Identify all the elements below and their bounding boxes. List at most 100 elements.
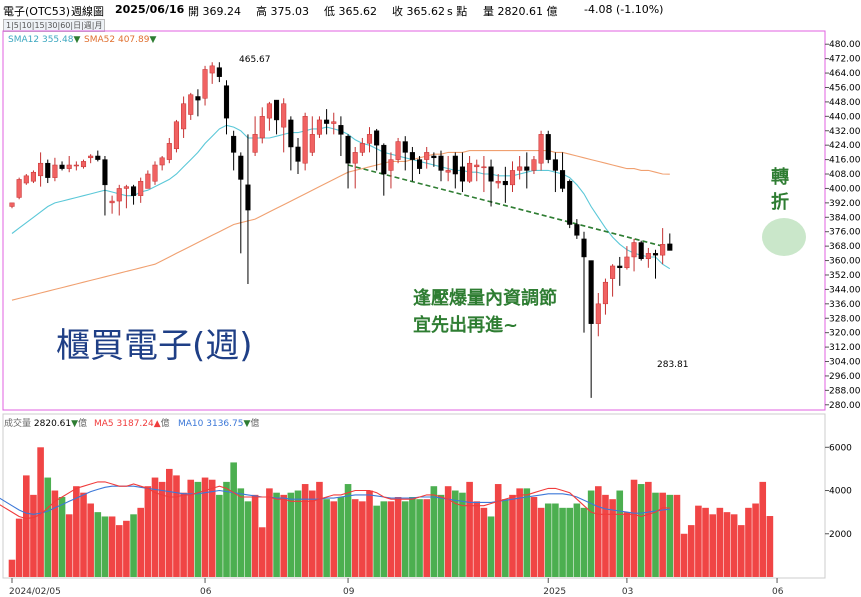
candle-body [509, 170, 516, 186]
volume-bar [695, 505, 702, 577]
candle-body [9, 202, 15, 207]
candle-body [209, 65, 215, 74]
volume-bar [616, 490, 624, 577]
price-tick-label: 280.00 [829, 401, 861, 411]
open-label: 開 369.24 [188, 5, 241, 18]
x-tick-label: 2024/02/05 [9, 587, 61, 597]
volume-ma10-line [0, 485, 670, 515]
volume-bar [523, 488, 531, 577]
candle-body [80, 161, 87, 168]
volume-bar [301, 484, 309, 577]
volume-bar [151, 477, 159, 577]
volume-bar [580, 507, 588, 577]
volume-bar [44, 477, 52, 577]
price-tick-label: 360.00 [829, 257, 861, 267]
price-tick-label: 312.00 [829, 343, 861, 353]
volume-bar [466, 481, 473, 577]
candle-body [281, 103, 287, 128]
volume-tick-label: 2000 [829, 530, 852, 540]
volume-bar [337, 497, 345, 577]
candle-body [495, 180, 501, 184]
volume-bar [316, 481, 323, 577]
candle-body [502, 180, 508, 186]
volume-bar [595, 486, 602, 577]
candle-body [95, 155, 101, 160]
volume-bar [216, 494, 223, 577]
volume-bar [251, 494, 259, 577]
price-tick-label: 416.00 [829, 156, 861, 166]
volume-bar [559, 507, 566, 577]
volume-bar [394, 497, 402, 577]
volume-bar [494, 484, 502, 577]
candle-body [552, 159, 558, 171]
volume-bar [273, 492, 280, 577]
volume-bar [637, 484, 645, 577]
price-tick-label: 400.00 [829, 184, 861, 194]
sma12-legend: SMA12 355.48▼ [8, 35, 80, 45]
volume-bar [566, 507, 573, 577]
candle-body [624, 256, 630, 269]
candle-body [366, 134, 373, 144]
close-label: 收 365.62 [392, 5, 445, 18]
volume-bar [373, 505, 380, 577]
candle-body [588, 260, 594, 324]
candle-body [288, 119, 294, 148]
candle-body [266, 103, 272, 119]
volume-bar [359, 501, 366, 577]
volume-bar [759, 481, 767, 577]
volume-bar [65, 514, 73, 577]
volume-bar [115, 525, 123, 577]
volume-bar [287, 492, 295, 577]
candle-body [560, 170, 566, 189]
volume-bar [166, 468, 173, 577]
volume-bar [552, 503, 559, 577]
volume-bar [409, 497, 416, 577]
candle-body [345, 135, 351, 164]
x-tick-label: 03 [622, 587, 633, 597]
volume-bar [330, 501, 338, 577]
volume-bar [401, 501, 409, 577]
candle-body [352, 152, 358, 164]
price-tick-label: 448.00 [829, 98, 861, 108]
x-tick-label: 06 [200, 587, 212, 597]
volume-bar [652, 492, 659, 577]
volume-bar [223, 481, 230, 577]
price-tick-label: 480.00 [829, 40, 861, 50]
candle-body [645, 253, 651, 260]
price-tick-label: 376.00 [829, 228, 861, 238]
x-tick-label: 09 [343, 587, 355, 597]
volume-bar [530, 497, 538, 577]
volume-bar [437, 494, 445, 577]
volume-bar [380, 501, 388, 577]
volume-bar [344, 484, 352, 577]
price-tick-label: 368.00 [829, 242, 861, 252]
candle-body [602, 281, 609, 305]
volume-bar [602, 494, 609, 577]
volume-bar [766, 516, 774, 577]
volume-bar [680, 533, 688, 577]
volume-bar [716, 507, 724, 577]
candle-body [652, 253, 659, 256]
downtrend-line [347, 164, 663, 247]
volume-bar [201, 477, 209, 577]
candle-body [324, 119, 330, 124]
volume-bar [30, 494, 37, 577]
volume-tick-label: 6000 [829, 443, 852, 453]
candle-body [274, 99, 280, 121]
candle-body [431, 155, 437, 159]
volume-bar [15, 518, 23, 577]
volume-bar [537, 507, 545, 577]
turn-label-2: 折 [771, 191, 789, 213]
price-tick-label: 472.00 [829, 55, 861, 65]
volume-bar [123, 520, 130, 577]
candle-body [16, 179, 22, 198]
volume-bar [509, 494, 516, 577]
volume-axis: 6000 4000 2000 [825, 443, 852, 540]
volume-bar [101, 516, 109, 577]
volume-bar [8, 559, 16, 577]
volume-bar [108, 516, 116, 577]
volume-bar [51, 490, 59, 577]
volume-bar [673, 494, 681, 577]
candle-body [660, 244, 666, 256]
price-tick-label: 432.00 [829, 127, 861, 137]
